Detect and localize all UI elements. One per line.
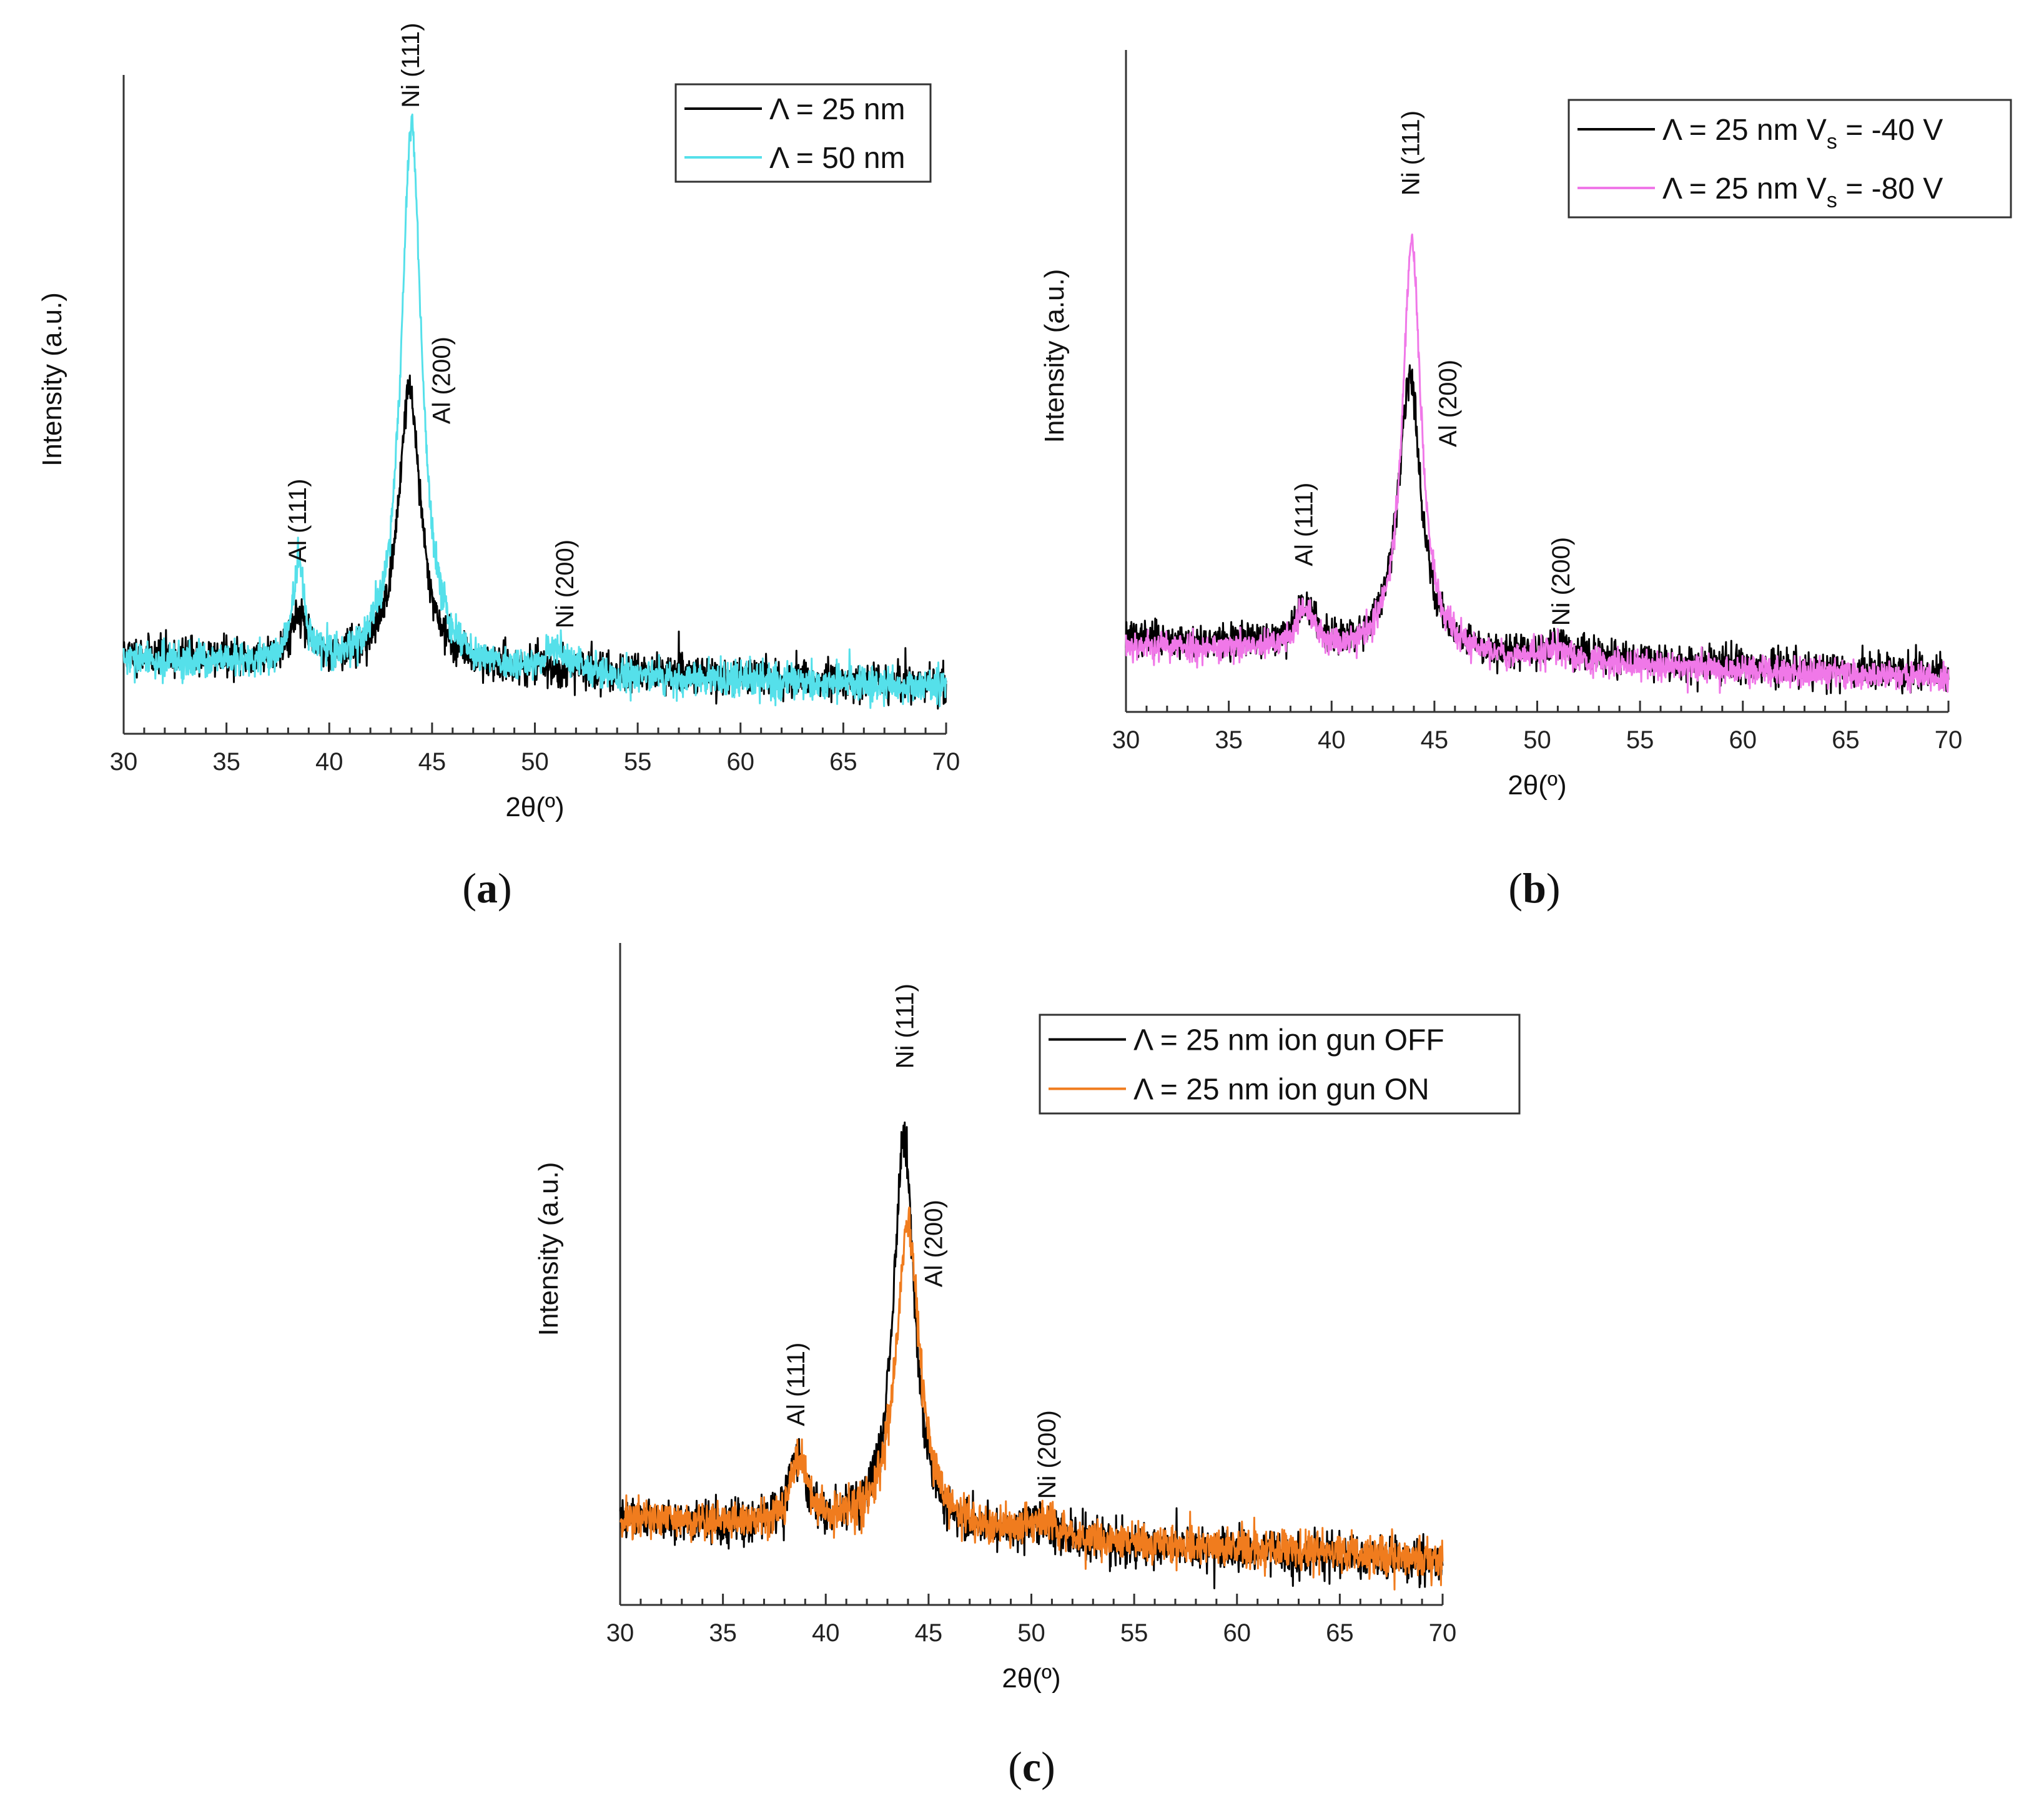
peak-label: Al (200)	[1434, 360, 1462, 447]
x-tick-label: 50	[1523, 726, 1551, 754]
legend-entry: Λ = 25 nm ion gun OFF	[1133, 1024, 1444, 1057]
x-tick-label: 30	[606, 1619, 634, 1647]
panel-caption-close: )	[498, 864, 512, 912]
legend-entry-subscript: s	[1827, 130, 1837, 154]
panel-caption-open: (	[1008, 1743, 1022, 1790]
panel-caption-letter: b	[1523, 864, 1546, 912]
peak-label: Ni (111)	[397, 22, 425, 107]
legend-entry: Λ = 50 nm	[769, 142, 906, 175]
peak-label: Ni (111)	[1398, 111, 1425, 195]
x-tick-label: 40	[812, 1619, 840, 1647]
peak-label: Ni (200)	[1034, 1410, 1061, 1499]
x-tick-label: 50	[1017, 1619, 1045, 1647]
peak-label: Al (111)	[783, 1343, 810, 1426]
legend-entry: Λ = 25 nm ion gun ON	[1133, 1073, 1429, 1107]
x-tick-label: 45	[1421, 726, 1449, 754]
x-tick-label: 65	[1326, 1619, 1354, 1647]
peak-label: Al (111)	[284, 479, 312, 563]
x-tick-label: 60	[727, 748, 755, 776]
legend-box	[1568, 99, 2012, 219]
peak-label: Al (200)	[921, 1200, 948, 1287]
legend-entry-value: = -80 V	[1837, 172, 1943, 205]
legend-entry-label: Λ = 50 nm	[769, 142, 906, 175]
legend-entry-label: Λ = 25 nm V	[1662, 114, 1827, 147]
legend-entry-label: Λ = 25 nm ion gun OFF	[1133, 1024, 1444, 1057]
x-tick-label: 50	[521, 748, 549, 776]
x-tick-label: 40	[315, 748, 343, 776]
legend-entry-label: Λ = 25 nm	[769, 93, 906, 126]
x-tick-label: 45	[418, 748, 447, 776]
x-tick-label: 35	[1215, 726, 1243, 754]
legend-entry-label: Λ = 25 nm V	[1662, 172, 1827, 205]
legend: Λ = 25 nm Vs = -40 VΛ = 25 nm Vs = -80 V	[1568, 99, 2012, 219]
peak-label: Ni (111)	[892, 984, 919, 1068]
legend-entry-label: Λ = 25 nm ion gun ON	[1133, 1073, 1429, 1107]
peak-label: Ni (200)	[551, 540, 579, 628]
panel-caption-close: )	[1546, 864, 1561, 912]
x-axis-title: 2θ(º)	[1002, 1663, 1060, 1694]
x-tick-label: 30	[1112, 726, 1140, 754]
y-axis-title: Intensity (a.u.)	[533, 1162, 564, 1336]
legend-entry: Λ = 25 nm Vs = -40 V	[1662, 114, 1943, 154]
legend-box	[1039, 1014, 1521, 1115]
series-line-2	[1125, 233, 1950, 694]
x-tick-label: 60	[1223, 1619, 1252, 1647]
panel-caption: (a)	[462, 864, 511, 912]
panel-caption-open: (	[462, 864, 476, 912]
panel-caption: (b)	[1508, 864, 1560, 912]
x-tick-label: 35	[212, 748, 240, 776]
peak-label: Al (200)	[428, 337, 455, 424]
x-tick-label: 60	[1729, 726, 1757, 754]
panel-caption-letter: a	[476, 864, 498, 912]
legend-entry-value: = -40 V	[1837, 114, 1943, 147]
legend: Λ = 25 nm ion gun OFF Λ = 25 nm ion gun O…	[1039, 1014, 1521, 1115]
legend-entry: Λ = 25 nm	[769, 93, 906, 126]
legend: Λ = 25 nm Λ = 50 nm	[674, 83, 932, 183]
x-axis-title: 2θ(º)	[505, 792, 564, 822]
peak-label: Ni (200)	[1548, 537, 1575, 626]
series-line-2	[122, 113, 947, 709]
peak-label: Al (111)	[1290, 483, 1318, 566]
x-tick-label: 40	[1318, 726, 1346, 754]
chart-panel-c: 30 35 40 45 50 55 60 65 70 2θ(º) Intensity (a.u.) A…	[533, 943, 1521, 1790]
y-axis-title: Intensity (a.u.)	[1039, 269, 1070, 443]
x-tick-label: 35	[709, 1619, 737, 1647]
x-tick-label: 70	[1935, 726, 1963, 754]
panel-caption-letter: c	[1022, 1743, 1041, 1790]
x-tick-label: 55	[624, 748, 652, 776]
x-tick-label: 55	[1626, 726, 1654, 754]
chart-panel-a: 30 35 40 45 50 55 60 65 70 2θ(º) Intensity (a.u.) A…	[37, 22, 960, 912]
legend-box	[674, 83, 932, 183]
x-tick-label: 65	[829, 748, 857, 776]
x-tick-label: 30	[110, 748, 138, 776]
x-tick-label: 70	[1429, 1619, 1457, 1647]
x-tick-label: 55	[1120, 1619, 1148, 1647]
x-axis-title: 2θ(º)	[1508, 770, 1566, 801]
x-tick-label: 65	[1832, 726, 1860, 754]
y-axis-title: Intensity (a.u.)	[37, 292, 67, 466]
legend-entry-subscript: s	[1827, 189, 1837, 212]
series-line-2	[619, 1207, 1444, 1591]
panel-caption-open: (	[1508, 864, 1523, 912]
chart-panel-b: 30 35 40 45 50 55 60 65 70 2θ(º) Intensity (a.u.) A…	[1039, 50, 2012, 912]
x-tick-label: 70	[932, 748, 960, 776]
legend-entry: Λ = 25 nm Vs = -80 V	[1662, 172, 1943, 212]
panel-caption-close: )	[1041, 1743, 1055, 1790]
panel-caption: (c)	[1008, 1743, 1055, 1790]
x-tick-label: 45	[915, 1619, 943, 1647]
